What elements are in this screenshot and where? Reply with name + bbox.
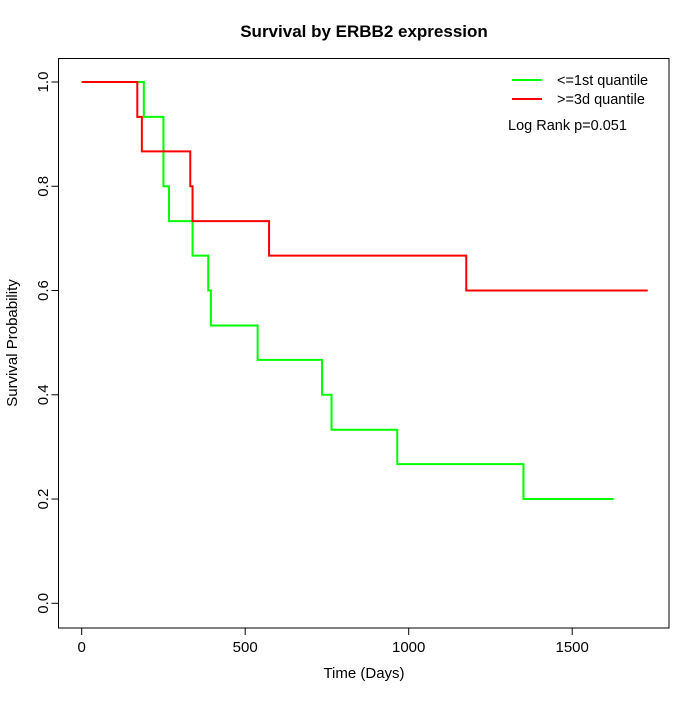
plot-box [58, 58, 670, 629]
chart-title: Survival by ERBB2 expression [240, 22, 488, 41]
legend-label-first-quantile: <=1st quantile [557, 73, 648, 89]
legend-label-third-quantile: >=3d quantile [557, 92, 645, 108]
x-axis: 0 500 1000 1500 [78, 628, 589, 656]
survival-curve-high-expression [81, 81, 648, 292]
x-axis-tick-label: 0 [78, 639, 86, 656]
legend: <=1st quantile >=3d quantile Log Rank p=… [508, 73, 648, 134]
x-axis-tick-label: 1000 [392, 639, 425, 656]
y-axis-tick-label: 0.6 [35, 280, 52, 301]
x-axis-tick-label: 500 [233, 639, 258, 656]
y-axis-tick-label: 0.0 [35, 593, 52, 614]
y-axis: 0.0 0.2 0.4 0.6 0.8 1.0 [35, 72, 59, 614]
y-axis-tick-label: 1.0 [35, 72, 52, 93]
y-axis-title: Survival Probability [4, 279, 21, 407]
x-axis-tick-label: 1500 [556, 639, 589, 656]
y-axis-tick-label: 0.2 [35, 489, 52, 510]
survival-curves [81, 81, 648, 501]
x-axis-title: Time (Days) [323, 665, 404, 682]
survival-curve-low-expression [81, 81, 614, 501]
y-axis-tick-label: 0.8 [35, 176, 52, 197]
y-axis-tick-label: 0.4 [35, 384, 52, 405]
log-rank-annotation: Log Rank p=0.051 [508, 118, 627, 134]
